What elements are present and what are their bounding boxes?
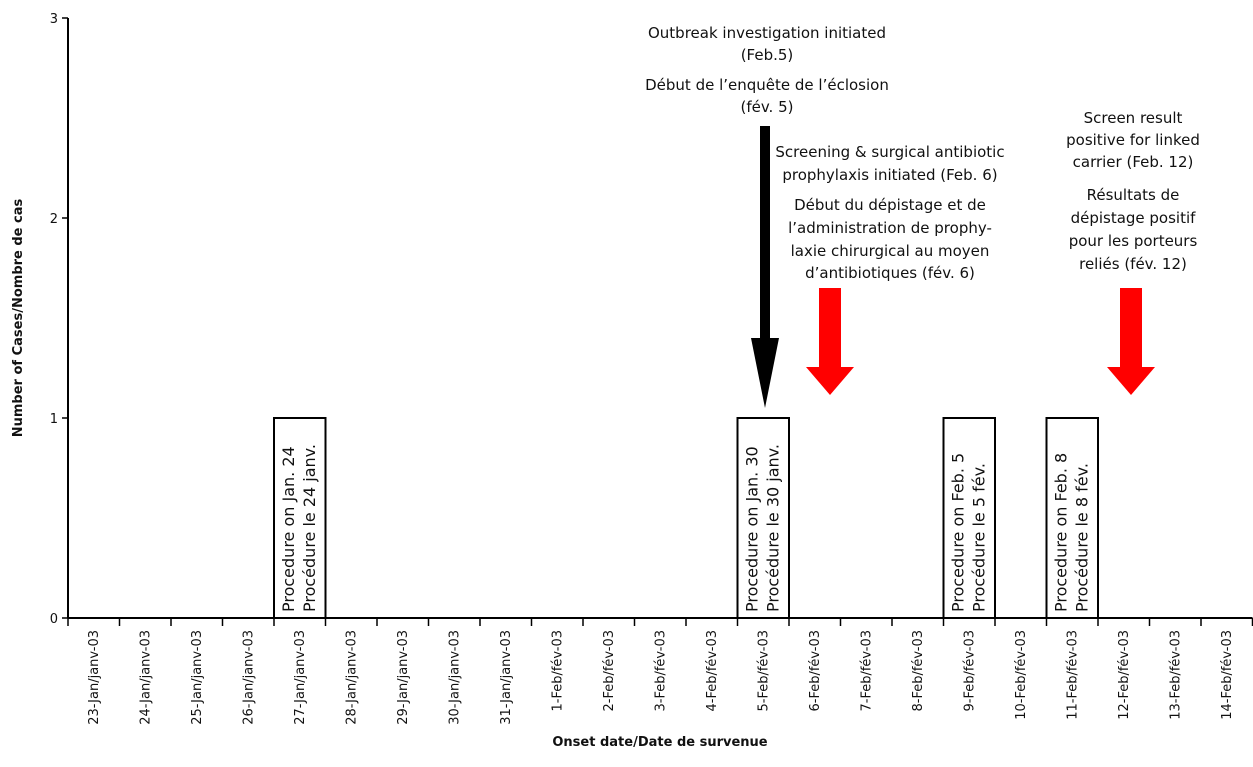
x-tick-label: 10-Feb/fév-03: [1014, 630, 1029, 720]
x-tick-label: 24-Jan/janv-03: [138, 630, 153, 725]
x-tick-label: 30-Jan/janv-03: [447, 630, 462, 725]
bar: [273, 417, 327, 619]
annotation-text: laxie chirurgical au moyen: [791, 242, 990, 260]
bar: [736, 417, 790, 619]
x-tick-label: 2-Feb/fév-03: [602, 630, 617, 712]
x-tick-label: 6-Feb/fév-03: [808, 630, 823, 712]
annotation-text: Résultats de: [1087, 186, 1180, 204]
y-tick-label: 1: [50, 412, 58, 427]
bar-label: Procedure on Jan. 30: [742, 446, 761, 612]
x-tick-label: 26-Jan/janv-03: [241, 630, 256, 725]
annotation-text: reliés (fév. 12): [1079, 255, 1187, 273]
annotation-text: (Feb.5): [741, 46, 794, 64]
annotation-text: dépistage positif: [1071, 209, 1197, 227]
bar-label: Procedure on Feb. 5: [948, 453, 967, 612]
y-tick-label: 2: [50, 212, 58, 227]
annotation-text: Screening & surgical antibiotic: [775, 143, 1004, 161]
annotation-arrow: [1107, 288, 1155, 395]
bar-label: Procédure le 8 fév.: [1072, 463, 1091, 612]
annotation-text: carrier (Feb. 12): [1073, 153, 1194, 171]
annotation-text: l’administration de prophy-: [788, 219, 992, 237]
bar-label: Procedure on Feb. 8: [1051, 453, 1070, 612]
annotation-text: d’antibiotiques (fév. 6): [805, 264, 975, 282]
annotation-text: (fév. 5): [740, 98, 793, 116]
x-tick-label: 3-Feb/fév-03: [653, 630, 668, 712]
x-tick-label: 23-Jan/janv-03: [87, 630, 102, 725]
x-tick-label: 29-Jan/janv-03: [396, 630, 411, 725]
x-tick-label: 28-Jan/janv-03: [344, 630, 359, 725]
bar-label: Procedure on Jan. 24: [279, 446, 298, 612]
x-tick-label: 12-Feb/fév-03: [1117, 630, 1132, 720]
annotation-arrow: [751, 126, 779, 408]
bar-label: Procédure le 30 janv.: [763, 444, 782, 612]
annotation-text: Début du dépistage et de: [794, 196, 986, 214]
y-tick-label: 3: [50, 12, 58, 27]
x-tick-label: 27-Jan/janv-03: [293, 630, 308, 725]
x-tick-label: 7-Feb/fév-03: [859, 630, 874, 712]
annotation-arrow: [806, 288, 854, 395]
annotation-text: Outbreak investigation initiated: [648, 24, 886, 42]
x-tick-label: 4-Feb/fév-03: [705, 630, 720, 712]
y-tick-label: 0: [50, 612, 58, 627]
annotation-text: Screen result: [1084, 109, 1183, 127]
x-tick-label: 5-Feb/fév-03: [756, 630, 771, 712]
annotation-text: Début de l’enquête de l’éclosion: [645, 76, 889, 94]
annotation-text: prophylaxis initiated (Feb. 6): [782, 166, 997, 184]
y-axis-title: Number of Cases/Nombre de cas: [11, 199, 26, 438]
annotation-text: pour les porteurs: [1069, 232, 1198, 250]
x-tick-label: 13-Feb/fév-03: [1168, 630, 1183, 720]
x-tick-label: 9-Feb/fév-03: [962, 630, 977, 712]
x-axis-title: Onset date/Date de survenue: [552, 735, 767, 750]
x-tick-label: 25-Jan/janv-03: [190, 630, 205, 725]
x-tick-label: 8-Feb/fév-03: [911, 630, 926, 712]
bar: [1045, 417, 1099, 619]
bar-label: Procédure le 24 janv.: [300, 444, 319, 612]
annotation-text: positive for linked: [1066, 131, 1200, 149]
x-tick-label: 14-Feb/fév-03: [1220, 630, 1235, 720]
bar-label: Procédure le 5 fév.: [969, 463, 988, 612]
x-tick-label: 11-Feb/fév-03: [1065, 630, 1080, 720]
x-tick-label: 31-Jan/janv-03: [499, 630, 514, 725]
x-tick-label: 1-Feb/fév-03: [550, 630, 565, 712]
bar: [942, 417, 996, 619]
